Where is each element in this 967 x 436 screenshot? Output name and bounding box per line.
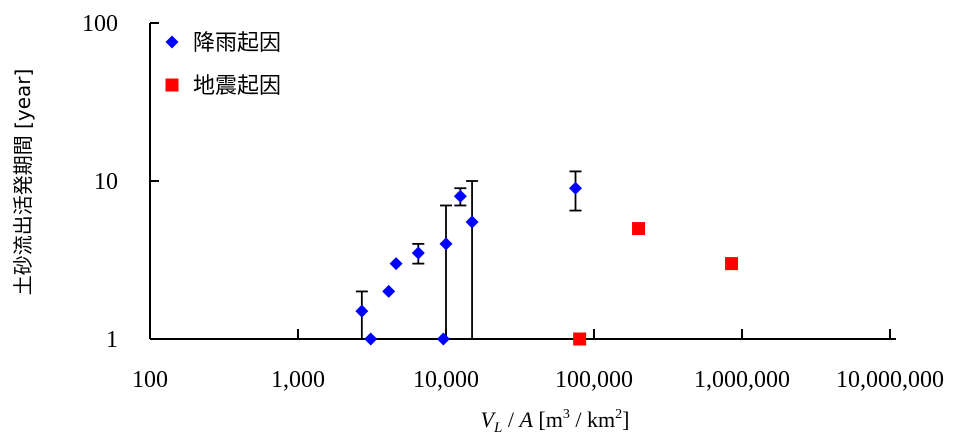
rain-point <box>411 246 425 260</box>
rain-point <box>436 332 450 346</box>
rain-point <box>465 215 479 229</box>
x-axis-title-unit-post: ] <box>622 407 629 432</box>
quake-point <box>725 257 739 271</box>
x-tick-label: 10,000,000 <box>836 367 944 393</box>
x-tick-label: 10,000 <box>413 367 479 393</box>
x-tick-label: 100,000 <box>555 367 633 393</box>
rain-point <box>355 304 369 318</box>
x-tick-label: 100 <box>132 367 168 393</box>
x-axis-title-a: A <box>517 407 533 432</box>
y-axis-title: 土砂流出活発期間 [year] <box>11 69 35 296</box>
rain-point <box>453 189 467 203</box>
y-tick-label: 10 <box>94 169 118 195</box>
legend-marker <box>165 78 179 92</box>
legend-marker <box>165 35 179 49</box>
x-axis-title-sup2: 2 <box>615 407 622 422</box>
quake-point <box>573 332 587 346</box>
x-axis-title-sup1: 3 <box>563 407 570 422</box>
x-tick-label: 1,000 <box>271 367 325 393</box>
tick-marks <box>149 22 891 340</box>
rain-point <box>439 237 453 251</box>
data-points <box>355 181 739 346</box>
y-tick-label: 100 <box>82 11 118 37</box>
x-tick-label: 1,000,000 <box>694 367 790 393</box>
x-tick-labels: 100 1,000 10,000 100,000 1,000,000 10,000,000 <box>132 367 944 393</box>
axes <box>149 23 896 340</box>
x-axis-title-unit-pre: [m <box>533 407 563 432</box>
rain-point <box>364 332 378 346</box>
x-axis-title: VL / A [m3 / km2] <box>481 407 630 436</box>
rain-point <box>569 181 583 195</box>
y-tick-label: 1 <box>106 327 118 353</box>
rain-point <box>389 257 403 271</box>
error-bars <box>355 170 582 339</box>
x-axis-title-slash: / <box>502 407 519 432</box>
legend-label: 地震起因 <box>193 74 281 99</box>
x-axis-title-v: V <box>481 407 497 432</box>
rain-point <box>382 284 396 298</box>
y-tick-labels: 1 10 100 <box>82 11 118 353</box>
legend-label: 降雨起因 <box>193 31 281 56</box>
x-axis-title-sub: L <box>493 420 502 436</box>
x-axis-title-unit-mid: / km <box>570 407 615 432</box>
quake-point <box>632 222 646 236</box>
